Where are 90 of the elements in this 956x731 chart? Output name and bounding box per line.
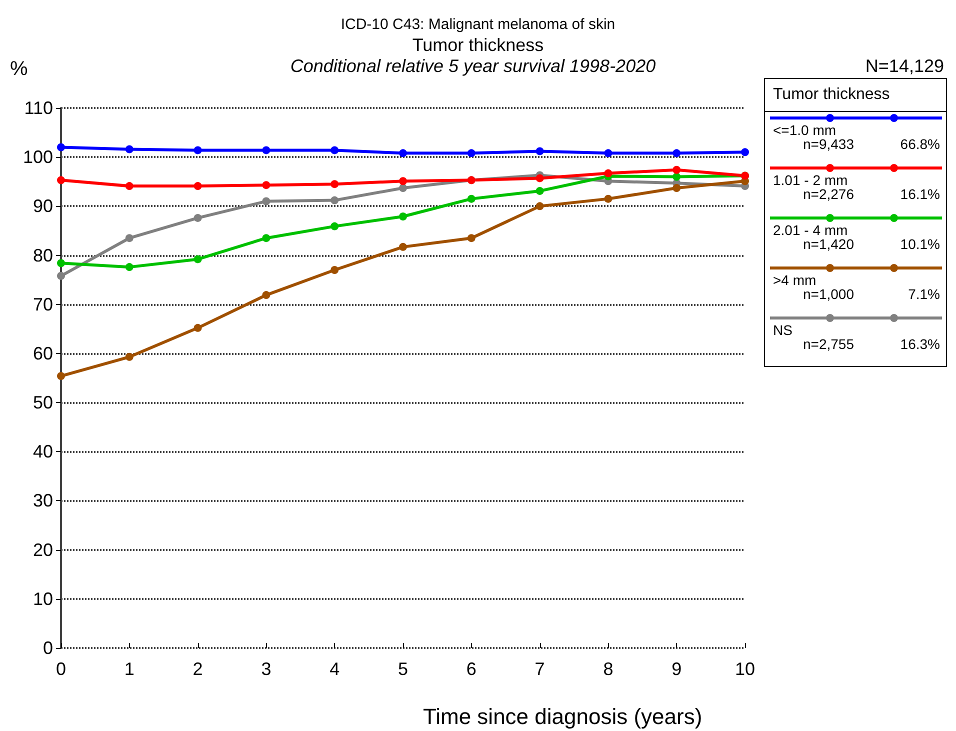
point — [262, 181, 270, 190]
chart-title: ICD-10 C43: Malignant melanoma of skin — [340, 16, 616, 33]
y-tick-label: 70 — [32, 294, 53, 314]
point — [262, 234, 270, 242]
text: n=2,755 — [803, 336, 854, 352]
y-tick-label: 90 — [32, 196, 53, 216]
point — [125, 182, 134, 190]
x-tick-label: 1 — [124, 659, 134, 679]
legend-label: 1.01 - 2 mm — [773, 172, 848, 188]
point — [194, 214, 202, 222]
text: n=1,420 — [803, 236, 854, 252]
y-tick-label: 50 — [32, 392, 53, 413]
text: n=9,433 — [803, 136, 854, 152]
y-tick-label: 0 — [42, 638, 53, 658]
point — [57, 372, 65, 380]
point — [194, 146, 202, 154]
point — [399, 149, 407, 158]
y-tick-label: 80 — [32, 245, 53, 266]
point — [672, 149, 681, 158]
y-tick-label: 110 — [24, 98, 53, 118]
point — [399, 242, 407, 251]
point — [399, 177, 407, 186]
point — [57, 176, 65, 184]
point — [262, 291, 270, 300]
x-tick-label: 8 — [603, 659, 614, 679]
point — [125, 352, 134, 361]
point — [330, 222, 339, 230]
point — [194, 255, 202, 264]
text: 16.3% — [900, 336, 940, 352]
point — [262, 146, 270, 154]
text: Conditional relative 5 year survival 1998-2020 — [290, 56, 656, 76]
point — [262, 197, 270, 206]
x-tick-label: 0 — [56, 659, 66, 679]
point — [672, 172, 681, 181]
y-tick-label: 40 — [32, 442, 53, 462]
point — [330, 196, 339, 204]
point — [604, 169, 612, 178]
y-tick-label: 60 — [32, 343, 53, 364]
legend-label: <=1.0 mm — [773, 122, 836, 138]
y-axis-title: % — [10, 58, 28, 81]
point — [194, 182, 202, 190]
legend-title: Tumor thickness — [765, 79, 946, 112]
point — [194, 324, 202, 332]
point — [536, 147, 544, 156]
point — [672, 166, 681, 174]
point — [330, 266, 339, 274]
point — [467, 194, 476, 203]
point — [125, 234, 134, 242]
text: N=14,129 — [865, 56, 944, 77]
point — [672, 184, 681, 192]
point — [604, 194, 612, 203]
legend-label: 2.01 - 4 mm — [773, 222, 848, 238]
y-tick-label: 10 — [32, 588, 53, 609]
point — [399, 184, 407, 192]
x-tick-label: 9 — [672, 659, 682, 679]
text: n=1,000 — [803, 286, 854, 302]
point — [57, 259, 65, 268]
x-tick-label: 3 — [261, 659, 272, 679]
point — [536, 186, 544, 195]
point — [57, 143, 65, 152]
text: 7.1% — [908, 286, 940, 302]
x-tick-label: 2 — [192, 659, 203, 679]
point — [125, 263, 134, 272]
point — [57, 272, 65, 280]
y-tick-label: 100 — [22, 147, 53, 168]
text: 66.8% — [900, 136, 940, 152]
y-tick-label: 30 — [32, 490, 53, 511]
x-axis-title: Time since diagnosis (years) — [423, 704, 702, 730]
x-tick-label: 4 — [330, 659, 340, 679]
chart-subtitle: Tumor thickness — [411, 35, 545, 56]
text: 10.1% — [900, 236, 940, 252]
text: NS — [773, 322, 792, 338]
x-tick-label: 6 — [466, 659, 476, 679]
point — [125, 145, 134, 154]
point — [467, 234, 476, 242]
text: n=2,276 — [803, 186, 854, 202]
point — [330, 146, 339, 154]
point — [467, 149, 476, 158]
point — [330, 180, 339, 188]
text: 16.1% — [900, 186, 940, 202]
legend-label: >4 mm — [773, 272, 816, 288]
x-tick-label: 7 — [534, 659, 545, 679]
x-tick-label: 10 — [734, 659, 756, 679]
x-tick-label: 5 — [398, 659, 408, 679]
point — [741, 148, 749, 156]
point — [399, 212, 407, 220]
y-tick-label: 20 — [32, 540, 53, 560]
point — [536, 202, 544, 210]
point — [536, 174, 544, 182]
point — [604, 149, 612, 158]
